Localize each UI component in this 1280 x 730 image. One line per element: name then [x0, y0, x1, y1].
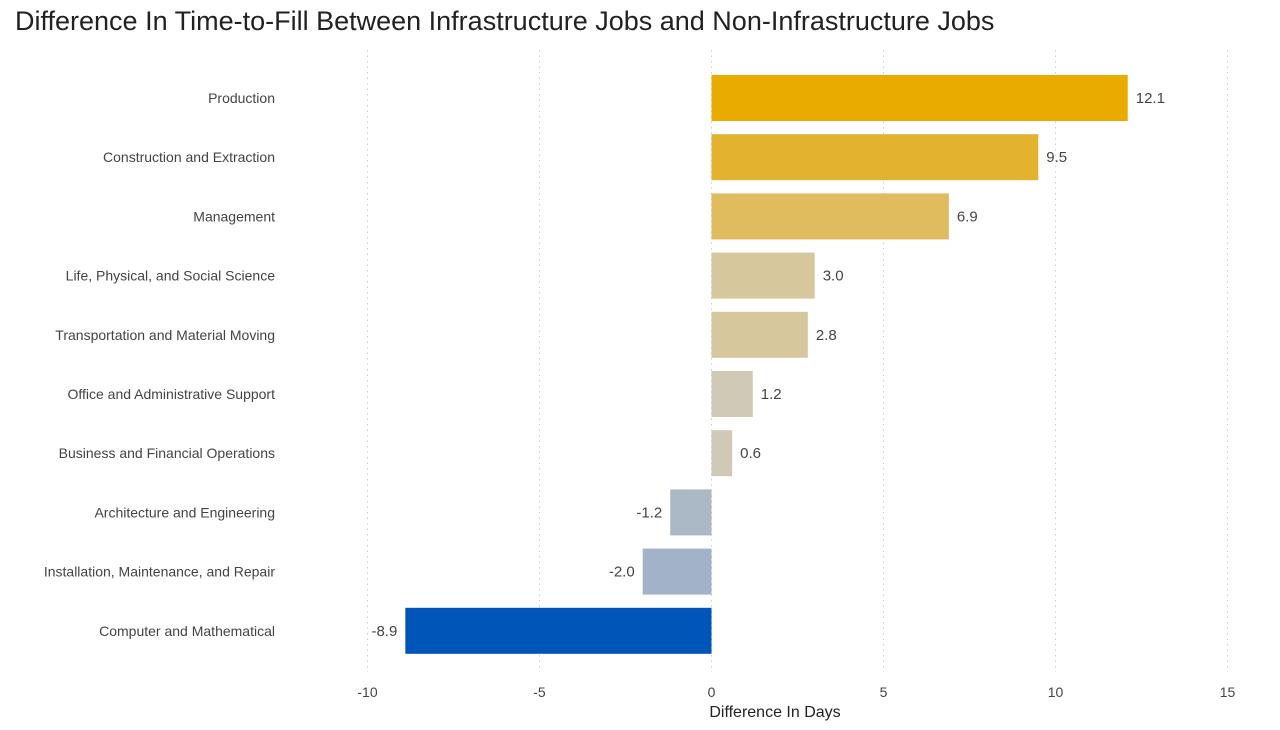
bar [711, 311, 808, 358]
category-label: Management [193, 208, 275, 224]
bar [670, 489, 712, 536]
x-tick-label: -10 [357, 684, 377, 700]
value-label: 2.8 [816, 327, 837, 344]
bar [711, 193, 949, 240]
bar [405, 607, 712, 654]
x-axis-title: Difference In Days [709, 704, 840, 721]
x-tick-label: 0 [708, 684, 716, 700]
category-label: Installation, Maintenance, and Repair [44, 564, 275, 580]
category-label: Life, Physical, and Social Science [66, 268, 276, 284]
category-label: Production [208, 90, 275, 106]
value-label: 1.2 [761, 386, 782, 403]
bar [711, 75, 1128, 121]
value-label: -1.2 [636, 504, 662, 521]
bar [711, 430, 733, 477]
value-label: 12.1 [1136, 90, 1165, 107]
category-label: Office and Administrative Support [67, 386, 275, 402]
x-tick-label: 5 [880, 684, 888, 700]
x-tick-label: -5 [533, 684, 546, 700]
bar-layer [405, 75, 1128, 654]
x-tick-label: 15 [1220, 684, 1236, 700]
value-label: 3.0 [823, 268, 844, 285]
value-label: -2.0 [609, 564, 635, 581]
value-label: 6.9 [957, 208, 978, 225]
bar [711, 371, 753, 417]
value-label: -8.9 [371, 623, 397, 640]
category-label: Transportation and Material Moving [55, 327, 275, 343]
value-label: 0.6 [740, 445, 761, 462]
label-layer: Production 12.1 Construction and Extractio… [44, 90, 1165, 640]
x-tick-layer: -10 -5 0 5 10 15 [357, 684, 1235, 700]
chart-title: Difference In Time-to-Fill Between Infra… [15, 6, 995, 36]
category-label: Architecture and Engineering [94, 504, 275, 520]
category-label: Business and Financial Operations [59, 445, 275, 461]
category-label: Computer and Mathematical [99, 623, 275, 639]
bar [642, 548, 712, 595]
bar [711, 134, 1039, 181]
bar [711, 252, 815, 299]
x-tick-label: 10 [1048, 684, 1064, 700]
value-label: 9.5 [1046, 149, 1067, 166]
category-label: Construction and Extraction [103, 149, 275, 165]
